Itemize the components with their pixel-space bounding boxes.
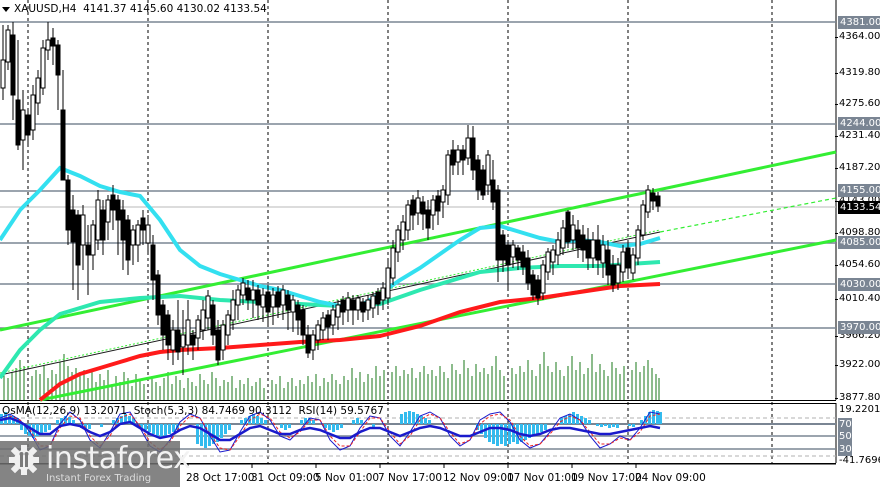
price-tick: 4231.40: [834, 130, 880, 141]
indicator-axis-top: 19.2201: [839, 404, 880, 415]
time-label: 17 Nov 01:00: [507, 472, 578, 484]
level-label: 3970.00: [838, 321, 880, 334]
indicator-title: OsMA(12,26,9) 13.2071 Stoch(5,3,3) 84.74…: [2, 405, 384, 417]
level-label: 4381.00: [838, 16, 880, 29]
symbol-label: XAUUSD,H4: [14, 3, 77, 15]
price-tick: 4364.00: [834, 31, 880, 42]
price-tick: 4054.60: [834, 259, 880, 270]
price-tick: 3922.00: [834, 359, 880, 370]
logo-brand: instaforex: [46, 441, 191, 476]
chart-title: XAUUSD,H4 4141.37 4145.60 4130.02 4133.5…: [2, 3, 267, 15]
level-label: 4244.00: [838, 117, 880, 130]
dropdown-arrow-icon[interactable]: [2, 6, 10, 12]
level-lines: [0, 21, 836, 329]
price-tick: 4319.80: [834, 67, 880, 78]
level-label: 4030.00: [838, 278, 880, 291]
candles: [0, 22, 661, 375]
time-label: 12 Nov 09:00: [443, 472, 514, 484]
indicator-subwindow: [0, 410, 836, 457]
time-label: 24 Nov 09:00: [635, 472, 706, 484]
osma-value: OsMA(12,26,9) 13.2071: [2, 405, 128, 417]
price-tick: 4098.80: [834, 227, 880, 238]
level-70-label: 70: [838, 418, 852, 431]
trend-channel: [0, 150, 837, 402]
period-separators: [27, 0, 773, 463]
rsi-value: RSI(14) 59.5767: [298, 405, 384, 417]
logo-tagline: Instant Forex Trading: [46, 473, 152, 484]
level-label: 4085.00: [838, 236, 880, 249]
level-30-label: 30: [838, 443, 852, 456]
time-label: 19 Nov 17:00: [571, 472, 642, 484]
ma-fast-line: [0, 165, 661, 308]
time-label: 28 Oct 17:00: [186, 472, 255, 484]
volume-bars: [3, 352, 660, 400]
price-tick: 3966.20: [834, 330, 880, 341]
ohlc-values: 4141.37 4145.60 4130.02 4133.54: [83, 3, 267, 15]
price-tick: 4143.00: [834, 195, 880, 207]
price-tick: 3877.80: [834, 392, 880, 403]
price-tick: 4187.20: [834, 162, 880, 173]
gear-icon: [9, 445, 39, 475]
instaforex-logo: instaforex Instant Forex Trading: [0, 441, 191, 487]
price-tick: 4275.60: [834, 98, 880, 109]
time-label: 31 Oct 09:00: [251, 472, 320, 484]
level-50-label: 50: [838, 430, 852, 443]
current-price-label: 4133.54: [838, 201, 880, 214]
stoch-value: Stoch(5,3,3) 84.7469 90.3112: [133, 405, 292, 417]
level-label: 4155.00: [838, 184, 880, 197]
indicator-axis-bottom: -41.7696: [839, 455, 880, 466]
time-label: 5 Nov 01:00: [315, 472, 380, 484]
price-tick: 4010.40: [834, 293, 880, 304]
time-label: 7 Nov 17:00: [378, 472, 443, 484]
